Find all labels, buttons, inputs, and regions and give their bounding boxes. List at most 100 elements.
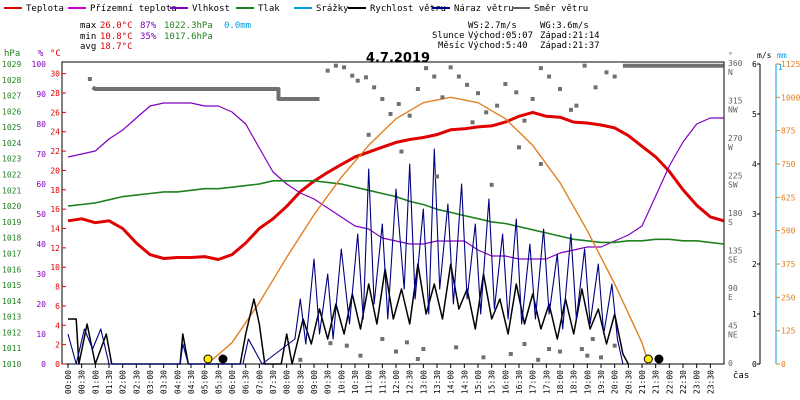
x-tick-label: 00:00	[64, 370, 73, 394]
x-tick-label: 09:00	[310, 370, 319, 394]
x-tick-label: 17:30	[542, 370, 551, 394]
wm2-tick-label: 125	[781, 327, 796, 336]
wm2-tick-label: 500	[781, 227, 796, 236]
wind-dir-point	[593, 85, 598, 90]
hpa-tick-label: 1015	[2, 281, 21, 290]
pct-axis-label: %	[38, 49, 44, 59]
stat-min-press: 1017.6hPa	[164, 32, 213, 42]
pct-tick-label: 90	[36, 90, 46, 99]
stat-min-hum: 35%	[140, 32, 157, 42]
hpa-axis-label: hPa	[4, 49, 20, 59]
wind-dir-point	[380, 337, 385, 341]
wm2-tick-label: 1000	[781, 93, 800, 102]
pct-tick-label: 30	[36, 270, 46, 279]
temp-tick-label: 26	[50, 108, 60, 117]
series-line	[67, 110, 725, 261]
hpa-tick-label: 1020	[2, 202, 21, 211]
axes: hPa1029102810271026102510241023102210211…	[2, 49, 800, 394]
hpa-tick-label: 1026	[2, 107, 21, 116]
pct-tick-label: 40	[36, 240, 46, 249]
legend-label: Srážky	[316, 4, 349, 14]
wind-gust-max: WG:3.6m/s	[540, 21, 589, 31]
legend-label: Rychlost větru	[370, 4, 446, 14]
x-tick-label: 00:30	[78, 370, 87, 394]
x-tick-label: 16:30	[515, 370, 524, 394]
wm2-tick-label: 1125	[781, 60, 800, 69]
wind-dir-point	[517, 145, 521, 150]
pct-tick-label: 20	[36, 300, 46, 309]
wind-dir-point	[366, 132, 371, 137]
series-line	[91, 85, 320, 101]
wm2-tick-label: 875	[781, 127, 796, 136]
wind-dir-point	[363, 75, 368, 80]
hpa-tick-label: 1014	[2, 297, 21, 306]
legend-label: Směr větru	[534, 4, 588, 14]
hpa-tick-label: 1021	[2, 186, 21, 195]
wind-dir-point	[344, 343, 349, 348]
wind-dir-point	[465, 82, 470, 87]
x-tick-label: 12:30	[406, 370, 415, 394]
wind-dir-point	[424, 66, 429, 71]
x-tick-label: 10:30	[351, 370, 360, 394]
x-tick-label: 13:00	[419, 370, 428, 394]
x-tick-label: 21:00	[638, 370, 647, 394]
x-tick-label: 18:00	[556, 370, 565, 394]
moonrise-marker	[218, 354, 228, 364]
x-tick-label: 08:30	[296, 370, 305, 394]
sunset-marker	[643, 354, 653, 364]
hpa-tick-label: 1010	[2, 360, 21, 369]
temp-tick-label: 30	[50, 70, 60, 79]
wind-dir-point	[599, 355, 603, 360]
x-tick-label: 15:30	[488, 370, 497, 394]
x-tick-label: 22:00	[665, 370, 674, 394]
x-tick-label: 19:30	[597, 370, 606, 394]
x-tick-label: 06:30	[242, 370, 251, 394]
hpa-tick-label: 1017	[2, 249, 21, 258]
wind-dir-point	[536, 357, 541, 362]
x-tick-label: 13:30	[433, 370, 442, 394]
wind-dir-point	[484, 110, 489, 115]
x-tick-label: 04:00	[173, 370, 182, 394]
sun-label: Slunce	[432, 31, 465, 41]
x-tick-label: 07:00	[255, 370, 264, 394]
temp-tick-label: 18	[50, 186, 60, 195]
stat-min-temp: 10.8°C	[100, 32, 133, 42]
stat-max-press: 1022.3hPa	[164, 21, 213, 31]
x-tick-label: 05:00	[201, 370, 210, 394]
temp-tick-label: 4	[55, 321, 60, 330]
wind-dir-point	[585, 353, 590, 358]
wind-dir-label: W	[728, 143, 733, 152]
hpa-tick-label: 1012	[2, 328, 21, 337]
stat-max-label: max	[80, 21, 97, 31]
series-line	[67, 102, 724, 260]
hpa-tick-label: 1016	[2, 265, 21, 274]
x-tick-label: 10:00	[337, 370, 346, 394]
moonrise-time: Východ:5:40	[468, 41, 528, 51]
ms-tick-label: 1	[752, 310, 757, 319]
ms-axis-label: m/s	[757, 51, 772, 60]
wind-dir-point	[574, 103, 579, 108]
pct-tick-label: 100	[32, 60, 47, 69]
wind-dir-point	[333, 63, 338, 68]
temp-tick-label: 12	[50, 244, 60, 253]
legend-label: Náraz větru	[454, 4, 514, 14]
x-tick-label: 20:00	[611, 370, 620, 394]
wind-dir-point	[481, 355, 486, 360]
wm2-tick-label: 250	[781, 293, 796, 302]
wind-dir-label: N	[728, 68, 733, 77]
sunrise-time: Východ:05:07	[468, 31, 533, 41]
x-tick-label: 14:30	[460, 370, 469, 394]
wind-dir-point	[435, 174, 439, 179]
wind-dir-label: NW	[728, 106, 738, 115]
deg-tick-label: 0	[728, 359, 733, 368]
wind-dir-point	[579, 347, 584, 351]
series	[67, 63, 725, 365]
wind-dir-point	[404, 340, 409, 345]
marks	[87, 63, 664, 364]
wm2-tick-label: 750	[781, 160, 796, 169]
legend-label: Přízemní teplota	[90, 4, 177, 14]
wind-dir-label: SE	[728, 256, 738, 265]
stat-max-rain: 0.0mm	[224, 21, 251, 31]
x-tick-label: 19:00	[583, 370, 592, 394]
x-tick-label: 04:30	[187, 370, 196, 394]
